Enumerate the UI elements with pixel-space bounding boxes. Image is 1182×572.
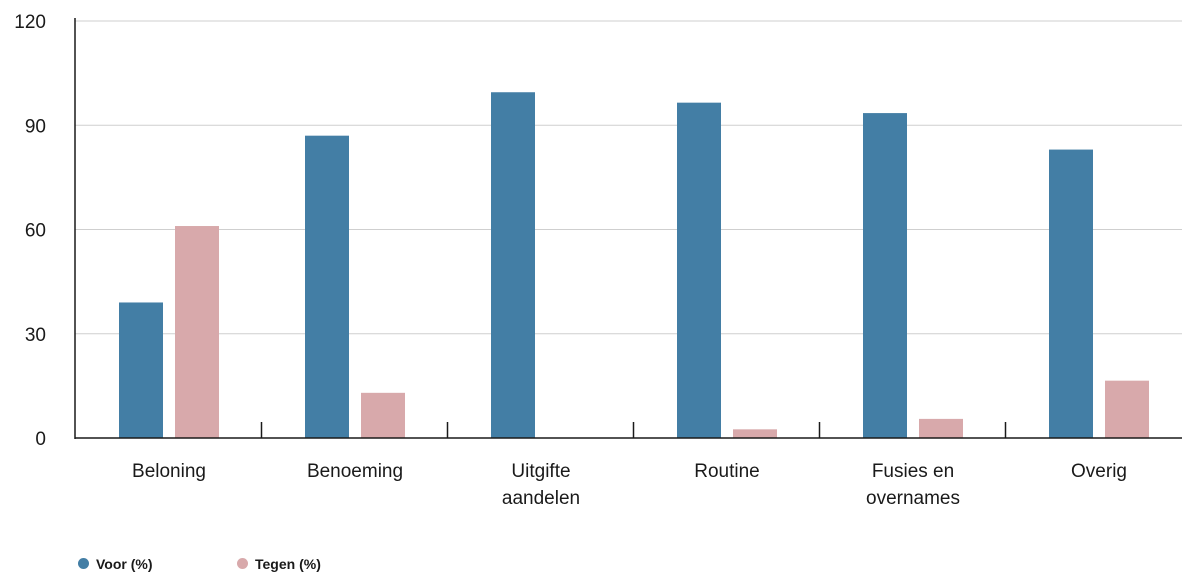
y-axis-ticks: 0 30 60 90 120 <box>14 12 46 450</box>
y-tick-label: 30 <box>25 325 46 346</box>
bar-tegen[interactable] <box>919 418 963 438</box>
bar-voor[interactable] <box>491 92 535 439</box>
x-tick-label: Fusies en overnames <box>866 461 960 509</box>
bar-tegen[interactable] <box>733 429 777 438</box>
legend-item-voor[interactable]: Voor (%) <box>78 556 237 572</box>
x-axis-labels: Beloning Benoeming Uitgifte aandelen Routine… <box>132 461 1127 509</box>
y-tick-label: 0 <box>35 429 46 450</box>
bar-voor[interactable] <box>1049 149 1093 438</box>
x-tick-label: Overig <box>1071 461 1127 482</box>
y-tick-label: 90 <box>25 116 46 137</box>
legend: Voor (%) Tegen (%) <box>78 555 321 572</box>
legend-swatch-tegen <box>237 558 248 569</box>
bar-chart: 0 30 60 90 120 Beloning Benoeming Uitgifte aand… <box>14 12 1182 509</box>
gridlines <box>75 20 1182 335</box>
legend-item-tegen[interactable]: Tegen (%) <box>237 556 321 572</box>
bar-tegen[interactable] <box>361 392 405 438</box>
bar-tegen[interactable] <box>175 226 219 438</box>
x-tick-label: Beloning <box>132 461 206 482</box>
bar-voor[interactable] <box>677 102 721 438</box>
y-tick-label: 120 <box>14 12 46 33</box>
legend-swatch-voor <box>78 558 89 569</box>
y-tick-label: 60 <box>25 221 46 242</box>
x-tick-label: Benoeming <box>307 461 403 482</box>
bar-tegen[interactable] <box>1105 380 1149 438</box>
x-tick-label: Uitgifte aandelen <box>502 461 580 509</box>
legend-label-tegen: Tegen (%) <box>255 555 321 572</box>
bar-voor[interactable] <box>863 113 907 439</box>
legend-label-voor: Voor (%) <box>96 555 153 572</box>
bar-voor[interactable] <box>305 135 349 439</box>
bar-voor[interactable] <box>119 302 163 438</box>
bars <box>119 92 1149 439</box>
x-tick-label: Routine <box>694 461 760 482</box>
axes <box>74 18 1182 439</box>
